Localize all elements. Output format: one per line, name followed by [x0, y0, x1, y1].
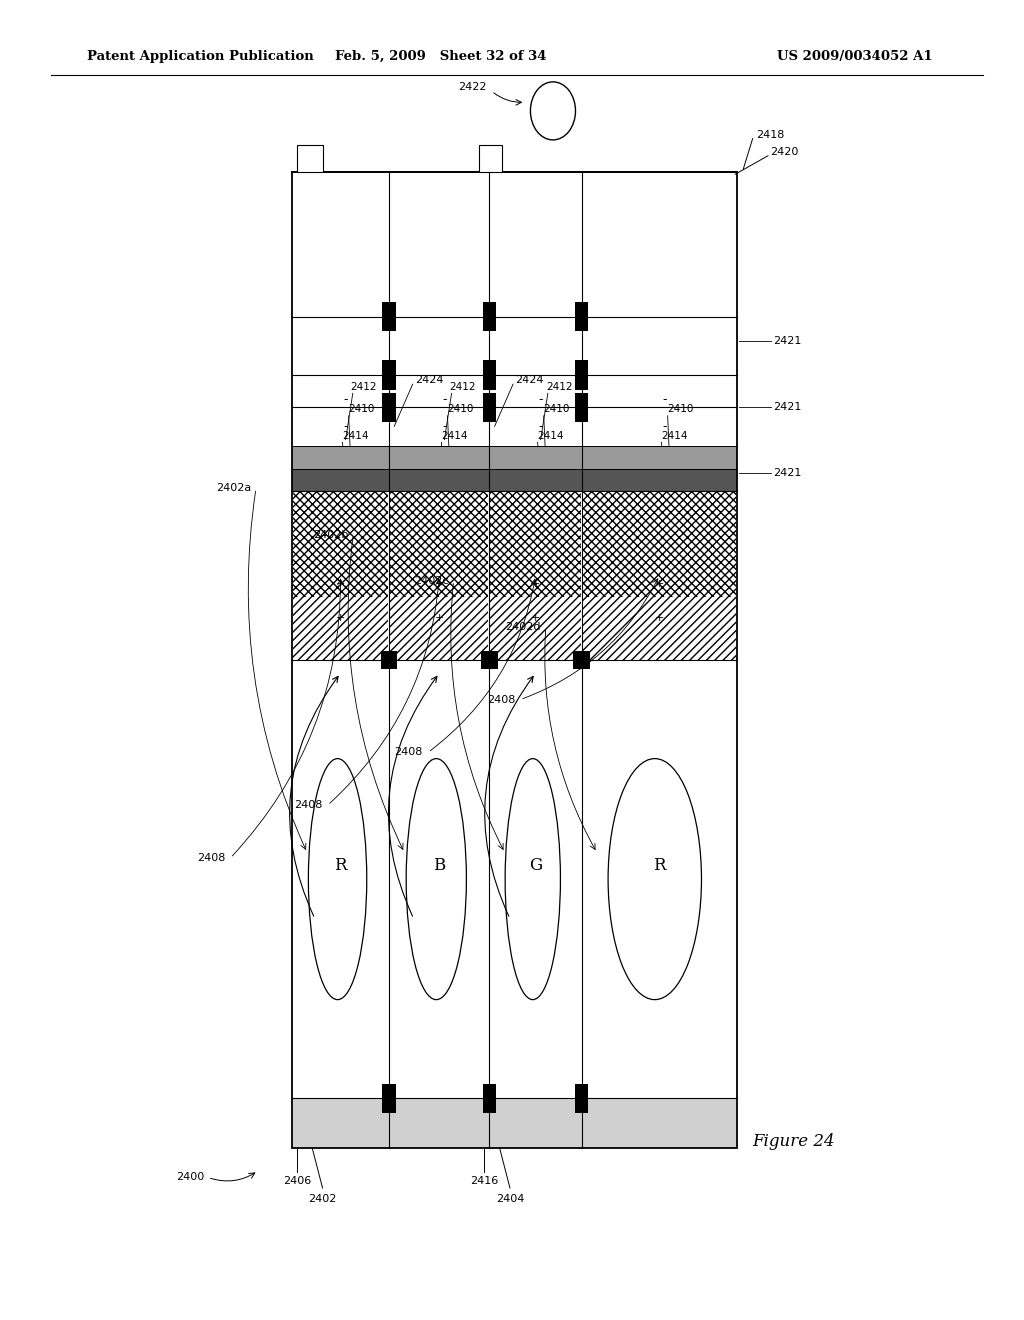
Text: 2420: 2420: [770, 147, 799, 157]
Text: -: -: [442, 393, 446, 407]
Circle shape: [530, 82, 575, 140]
Text: 2414: 2414: [662, 430, 688, 441]
Text: 2402a: 2402a: [216, 483, 251, 494]
Text: R: R: [653, 858, 666, 874]
Bar: [383, 302, 395, 331]
Text: 2410: 2410: [544, 404, 570, 414]
Bar: [390, 491, 488, 597]
Text: -: -: [539, 393, 543, 407]
Text: 2412: 2412: [450, 381, 476, 392]
Bar: [490, 597, 581, 660]
Bar: [490, 491, 581, 597]
Text: 2408: 2408: [294, 800, 323, 810]
Text: +: +: [434, 579, 444, 589]
Text: 2412: 2412: [546, 381, 572, 392]
Bar: [483, 1084, 496, 1113]
Text: 2406: 2406: [283, 1176, 311, 1187]
Bar: [575, 360, 588, 389]
Text: -: -: [663, 420, 667, 433]
Bar: [390, 597, 488, 660]
Text: 2421: 2421: [773, 337, 802, 346]
Text: G: G: [529, 858, 542, 874]
Bar: [297, 145, 323, 172]
Bar: [483, 360, 496, 389]
Text: B: B: [433, 858, 445, 874]
Bar: [292, 172, 737, 1148]
Text: 2414: 2414: [441, 430, 468, 441]
Text: Figure 24: Figure 24: [753, 1134, 835, 1150]
Bar: [292, 317, 737, 446]
Text: 2408: 2408: [197, 853, 225, 863]
Bar: [383, 1084, 395, 1113]
Text: 2402d: 2402d: [505, 622, 541, 632]
Bar: [383, 393, 395, 422]
Text: 2421: 2421: [773, 403, 802, 412]
Bar: [575, 1084, 588, 1113]
Text: 2408: 2408: [486, 694, 515, 705]
Text: 2404: 2404: [496, 1193, 524, 1204]
Text: 2410: 2410: [668, 404, 694, 414]
Text: 2422: 2422: [458, 82, 486, 92]
Bar: [292, 469, 737, 491]
Text: -: -: [539, 420, 543, 433]
Text: Feb. 5, 2009   Sheet 32 of 34: Feb. 5, 2009 Sheet 32 of 34: [335, 50, 546, 63]
Text: +: +: [530, 612, 541, 623]
Text: 2414: 2414: [538, 430, 564, 441]
Text: 2416: 2416: [470, 1176, 499, 1187]
Text: 2410: 2410: [348, 404, 375, 414]
Text: US 2009/0034052 A1: US 2009/0034052 A1: [777, 50, 933, 63]
Text: +: +: [336, 612, 345, 623]
Bar: [481, 651, 498, 669]
Text: +: +: [434, 612, 444, 623]
Bar: [483, 302, 496, 331]
Text: -: -: [343, 393, 348, 407]
Bar: [479, 145, 502, 172]
Text: +: +: [654, 579, 665, 589]
Text: Patent Application Publication: Patent Application Publication: [87, 50, 313, 63]
Bar: [575, 393, 588, 422]
Bar: [383, 360, 395, 389]
Bar: [483, 393, 496, 422]
Bar: [293, 597, 388, 660]
Text: -: -: [442, 420, 446, 433]
Bar: [293, 491, 388, 597]
Bar: [583, 491, 736, 597]
Text: 2424: 2424: [415, 375, 443, 385]
Bar: [573, 651, 590, 669]
Text: 2402: 2402: [308, 1193, 337, 1204]
Text: -: -: [343, 420, 348, 433]
Bar: [575, 302, 588, 331]
Text: 2424: 2424: [515, 375, 544, 385]
Bar: [292, 172, 737, 317]
Bar: [292, 1098, 737, 1148]
Text: 2421: 2421: [773, 469, 802, 478]
Text: +: +: [530, 579, 541, 589]
Text: +: +: [654, 612, 665, 623]
Text: 2410: 2410: [447, 404, 474, 414]
Text: 2402b: 2402b: [312, 529, 348, 540]
Text: 2402c: 2402c: [414, 576, 449, 586]
Bar: [381, 651, 397, 669]
Text: 2400: 2400: [176, 1172, 205, 1183]
Bar: [583, 597, 736, 660]
Text: 2418: 2418: [756, 129, 784, 140]
Text: 2412: 2412: [350, 381, 377, 392]
Text: +: +: [336, 579, 345, 589]
Text: 2408: 2408: [394, 747, 423, 758]
Text: R: R: [334, 858, 347, 874]
Bar: [292, 446, 737, 469]
Text: 2414: 2414: [342, 430, 369, 441]
Text: -: -: [663, 393, 667, 407]
